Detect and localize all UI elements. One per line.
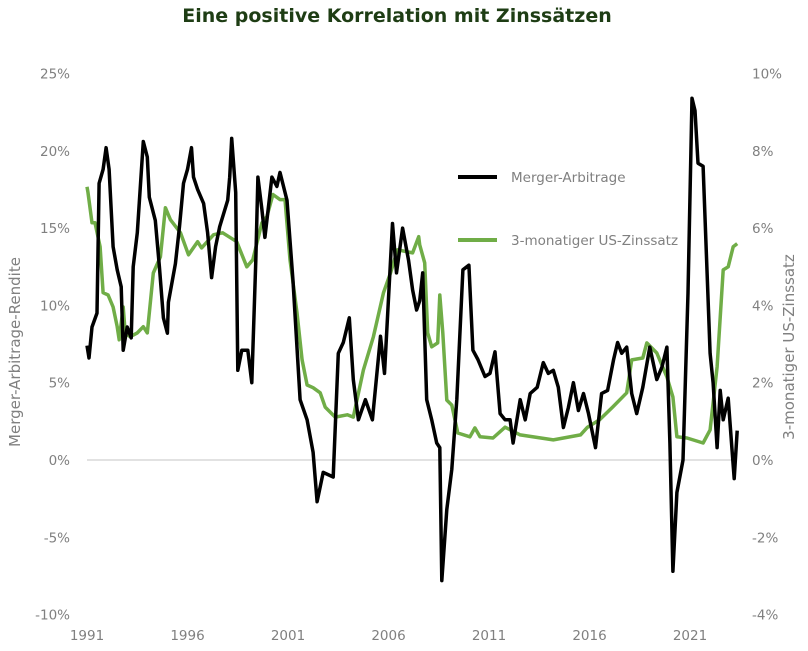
chart-title: Eine positive Korrelation mit Zinssätzen <box>182 5 612 27</box>
x-tick-label: 2011 <box>472 628 506 644</box>
x-tick-label: 2006 <box>371 628 405 644</box>
y-axis-label-right: 3-monatiger US-Zinssatz <box>780 254 798 440</box>
x-tick-label: 1991 <box>70 628 104 644</box>
x-tick-label: 2021 <box>673 628 707 644</box>
y-tick-label-left: 25% <box>40 67 70 83</box>
y-axis-label-left: Merger-Arbitrage-Rendite <box>6 257 24 447</box>
y-tick-label-right: 2% <box>752 376 774 392</box>
x-tick-label: 2001 <box>271 628 305 644</box>
y-tick-label-left: 15% <box>40 221 70 237</box>
legend-label-rate: 3-monatiger US-Zinssatz <box>511 233 678 249</box>
y-tick-label-left: -5% <box>44 530 70 546</box>
y-tick-label-left: 20% <box>40 144 70 160</box>
series-line-merger-arbitrage <box>85 96 739 583</box>
x-tick-label: 1996 <box>170 628 204 644</box>
y-tick-label-right: 10% <box>752 67 782 83</box>
y-tick-label-right: 0% <box>752 453 774 469</box>
y-tick-label-left: 0% <box>49 453 71 469</box>
y-tick-label-right: 4% <box>752 298 774 314</box>
legend: Merger-Arbitrage 3-monatiger US-Zinssatz <box>458 170 678 249</box>
y-tick-label-right: 6% <box>752 221 774 237</box>
y-tick-label-left: 10% <box>40 298 70 314</box>
legend-label-merger: Merger-Arbitrage <box>511 170 626 186</box>
x-tick-label: 2016 <box>572 628 606 644</box>
y-tick-label-right: 8% <box>752 144 774 160</box>
y-tick-label-left: 5% <box>49 376 71 392</box>
y-tick-label-right: -4% <box>752 608 778 624</box>
y-tick-label-right: -2% <box>752 530 778 546</box>
y-tick-label-left: -10% <box>35 608 70 624</box>
